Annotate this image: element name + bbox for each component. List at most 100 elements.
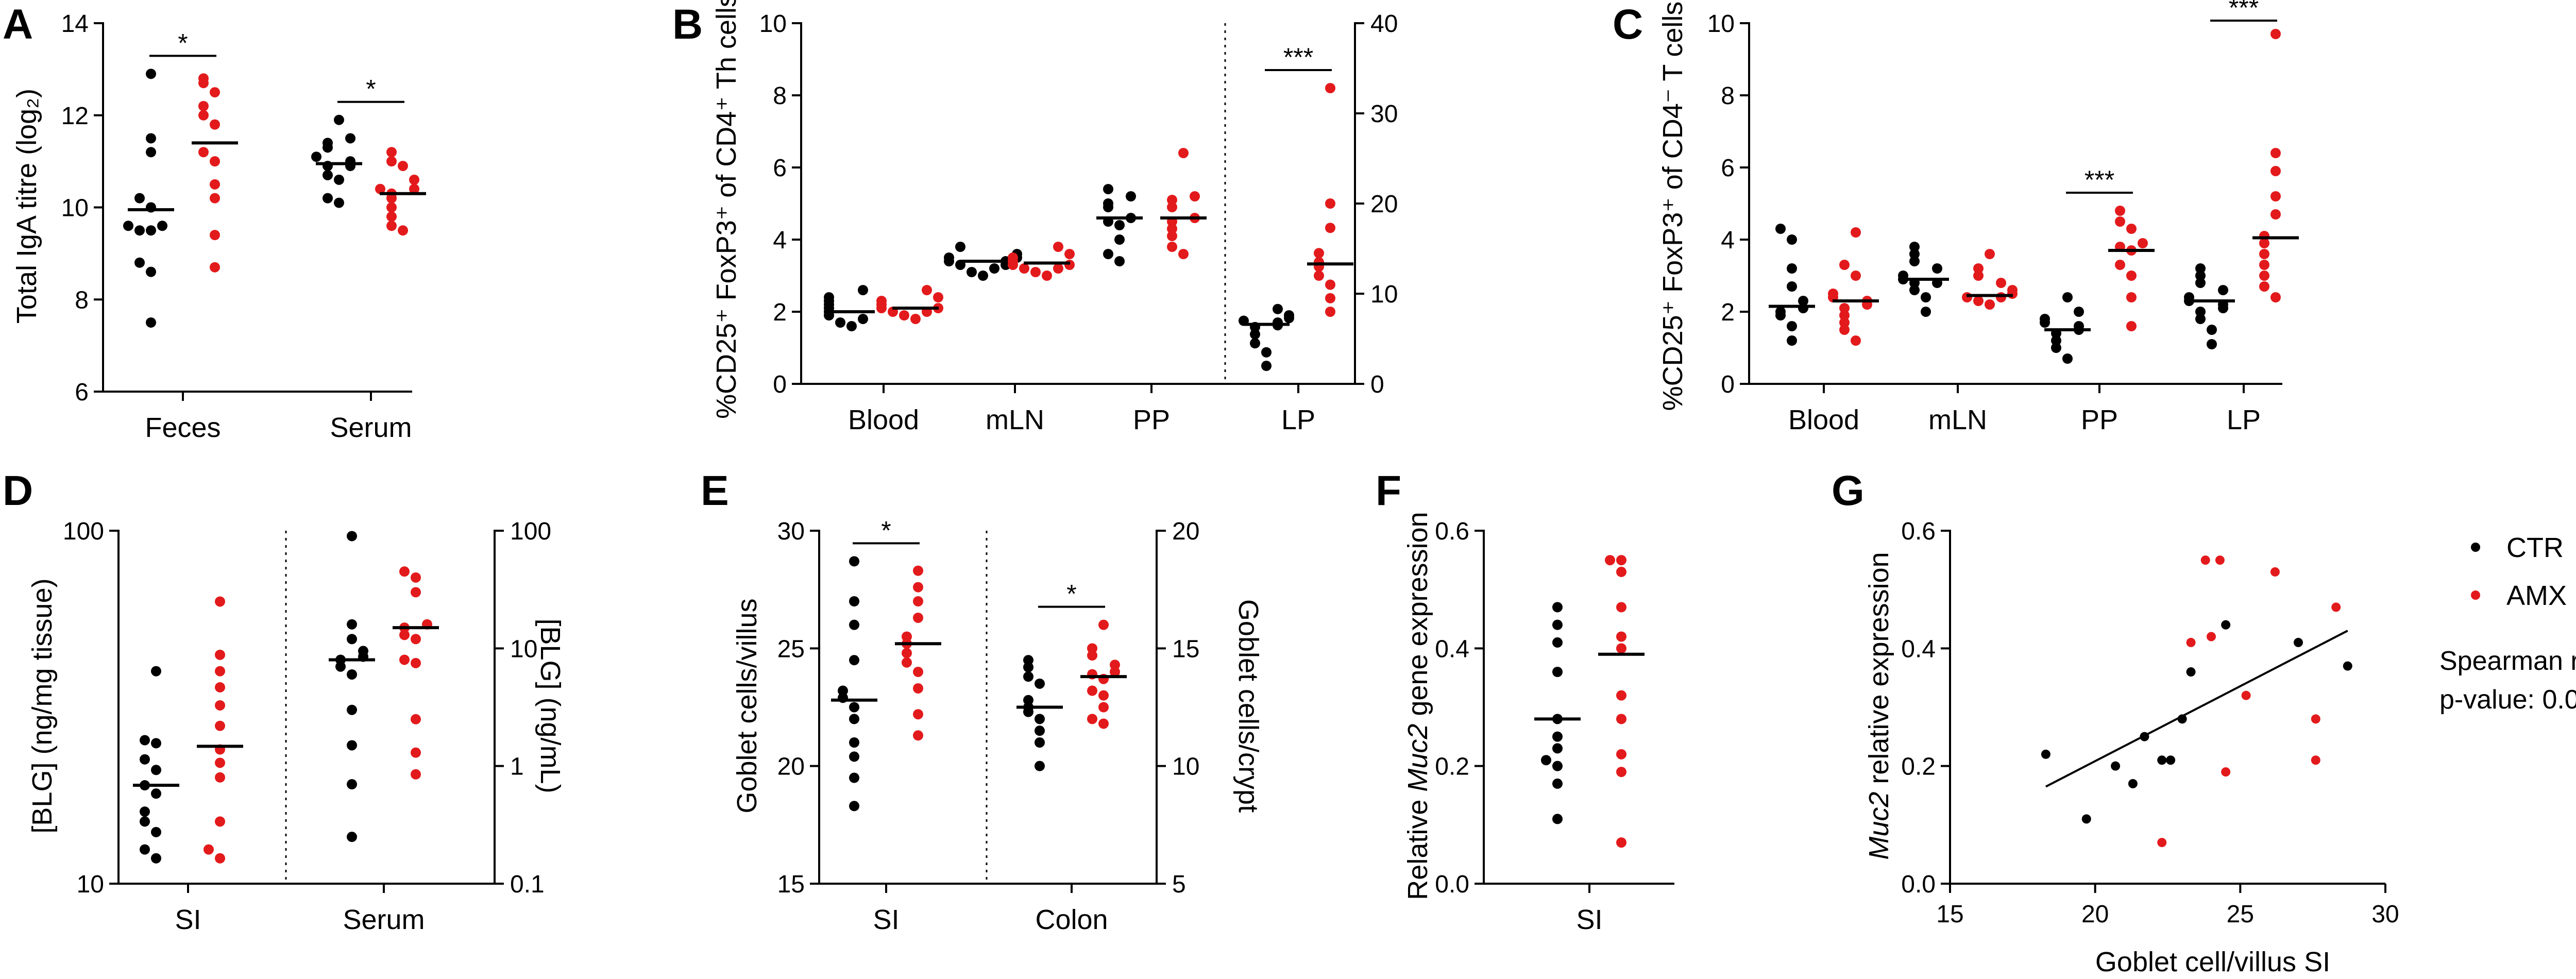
panel-b-point-amx-2-3 bbox=[1167, 224, 1177, 234]
panel-c-point-amx-1-5 bbox=[2007, 285, 2018, 295]
panel-g-regression-line bbox=[2045, 630, 2348, 788]
panel-b-y2tick-label-1: 10 bbox=[1370, 281, 1398, 308]
panel-c-point-amx-1-8 bbox=[1973, 263, 1984, 274]
panel-g-point-amx-2 bbox=[2200, 555, 2210, 565]
panel-c-point-ctr-1-2 bbox=[1909, 285, 1920, 295]
panel-c-point-ctr-3-10 bbox=[2195, 271, 2206, 281]
panel-a-point-ctr-0-3 bbox=[146, 225, 156, 236]
panel-a-category-feces: Feces bbox=[145, 412, 221, 443]
panel-a-ytick-label-3: 12 bbox=[61, 103, 89, 130]
panel-a-ytick-label-1: 8 bbox=[75, 286, 89, 314]
panel-g-xtick-label-0: 15 bbox=[1936, 901, 1963, 928]
panel-f-point-amx-0-8 bbox=[1616, 566, 1626, 577]
panel-d-point-ctr-1-3 bbox=[347, 704, 357, 715]
panel-d-point-ctr-0-0 bbox=[151, 853, 161, 864]
panel-f-point-ctr-0-1 bbox=[1552, 778, 1563, 789]
panel-a-point-ctr-1-9 bbox=[323, 138, 333, 148]
panel-e-sig-label-0: * bbox=[881, 516, 891, 545]
panel-g-ylabel: Muc2 relative expression bbox=[1863, 552, 1894, 859]
panel-a-point-ctr-0-9 bbox=[146, 147, 156, 158]
panel-e-point-ctr-0-1 bbox=[849, 772, 859, 783]
panel-a-point-amx-1-3 bbox=[386, 202, 397, 213]
panel-f-point-ctr-0-4 bbox=[1552, 743, 1563, 754]
panel-b-point-amx-0-8 bbox=[933, 292, 943, 302]
panel-b-point-amx-1-2 bbox=[1053, 263, 1063, 274]
panel-c-point-amx-0-8 bbox=[1828, 289, 1838, 299]
panel-g-point-amx-6 bbox=[2241, 690, 2251, 700]
panel-b-category-mln: mLN bbox=[986, 404, 1044, 435]
panel-f-ytick-label-0: 0.0 bbox=[1435, 871, 1469, 898]
panel-c-point-amx-3-4 bbox=[2259, 249, 2269, 259]
panel-e-point-ctr-1-7 bbox=[1035, 678, 1045, 689]
panel-g-xlabel: Goblet cell/villus SI bbox=[2095, 947, 2330, 977]
panel-b-ytick-label-5: 10 bbox=[759, 10, 787, 38]
panel-g-point-ctr-4 bbox=[2140, 732, 2149, 741]
panel-f-category-si: SI bbox=[1576, 904, 1602, 935]
panel-e-point-amx-1-0 bbox=[1098, 718, 1109, 729]
panel-a-point-amx-0-7 bbox=[198, 110, 209, 121]
panel-b-y2tick-label-4: 40 bbox=[1370, 10, 1398, 38]
panel-a-point-ctr-0-0 bbox=[146, 317, 156, 328]
panel-c-point-amx-1-7 bbox=[1973, 271, 1984, 281]
panel-d-point-ctr-0-5 bbox=[151, 788, 161, 799]
panel-g-point-ctr-6 bbox=[2166, 755, 2176, 765]
panel-e-point-amx-1-4 bbox=[1087, 685, 1097, 696]
panel-c-point-ctr-0-7 bbox=[1787, 263, 1797, 274]
panel-b-point-ctr-3-9 bbox=[1284, 310, 1294, 320]
panel-g-point-ctr-2 bbox=[2111, 761, 2121, 771]
panel-d-y2tick-label-2: 10 bbox=[510, 635, 537, 663]
panel-b-point-ctr-1-0 bbox=[978, 271, 988, 281]
panel-d-y2tick-label-0: 0.1 bbox=[510, 871, 545, 898]
panel-b-point-amx-0-7 bbox=[876, 296, 887, 306]
panel-a-point-amx-0-1 bbox=[210, 230, 220, 241]
panel-d-point-ctr-0-1 bbox=[140, 844, 150, 855]
panel-e-point-amx-1-11 bbox=[1098, 619, 1109, 630]
panel-d-point-ctr-1-2 bbox=[347, 740, 357, 751]
panel-g-point-amx-0 bbox=[2157, 838, 2167, 848]
panel-b-category-lp: LP bbox=[1281, 404, 1315, 435]
panel-d-point-amx-0-0 bbox=[215, 853, 225, 864]
panel-a-point-amx-1-2 bbox=[386, 211, 397, 222]
legend-amx-label: AMX bbox=[2506, 580, 2567, 611]
panel-c-point-amx-0-11 bbox=[1851, 227, 1861, 238]
panel-a-point-amx-1-1 bbox=[386, 221, 397, 231]
panel-c-point-ctr-3-1 bbox=[2207, 325, 2217, 335]
panel-d-point-amx-0-7 bbox=[215, 700, 225, 711]
panel-c-point-ctr-0-3 bbox=[1775, 307, 1786, 317]
panel-label-d: D bbox=[3, 467, 33, 514]
panel-d-point-amx-1-2 bbox=[411, 714, 421, 724]
panel-d-point-ctr-1-1 bbox=[347, 779, 357, 790]
panel-c-point-amx-2-2 bbox=[2126, 271, 2137, 281]
panel-b-y2tick-label-0: 0 bbox=[1370, 371, 1384, 398]
panel-a-point-ctr-1-7 bbox=[311, 151, 321, 162]
panel-e-point-ctr-1-1 bbox=[1035, 737, 1045, 748]
panel-label-a: A bbox=[3, 1, 33, 48]
panel-f-ylabel-part1: Relative bbox=[1402, 792, 1433, 900]
panel-c-point-ctr-0-1 bbox=[1787, 321, 1797, 331]
panel-c-ytick-label-4: 8 bbox=[1721, 82, 1735, 110]
panel-e-point-amx-0-4 bbox=[902, 657, 912, 668]
panel-b-point-ctr-3-2 bbox=[1250, 338, 1260, 349]
panel-c-point-amx-3-7 bbox=[2270, 209, 2281, 220]
panel-e-point-ctr-1-2 bbox=[1035, 725, 1045, 736]
panel-f-point-ctr-0-10 bbox=[1552, 602, 1563, 613]
panel-b-point-amx-1-7 bbox=[1008, 252, 1018, 263]
panel-d-point-amx-0-1 bbox=[204, 844, 214, 855]
panel-b-point-ctr-0-2 bbox=[858, 314, 868, 324]
panel-a-point-amx-1-0 bbox=[398, 225, 408, 236]
panel-e-point-amx-1-9 bbox=[1087, 650, 1097, 661]
p-value-text: p-value: 0.0076 ** bbox=[2439, 685, 2576, 715]
panel-e-y2tick-label-1: 10 bbox=[1172, 753, 1199, 781]
panel-c-point-ctr-0-8 bbox=[1787, 234, 1797, 245]
panel-c-point-ctr-2-7 bbox=[2040, 314, 2050, 324]
panel-c-point-ctr-0-5 bbox=[1798, 296, 1808, 306]
panel-f-point-amx-0-2 bbox=[1616, 749, 1626, 759]
panel-c-point-ctr-3-11 bbox=[2195, 263, 2206, 274]
panel-b-point-amx-2-0 bbox=[1178, 249, 1189, 259]
panel-c-point-amx-0-2 bbox=[1839, 317, 1850, 328]
panel-b-ytick-label-1: 2 bbox=[773, 299, 787, 326]
panel-b-point-ctr-0-0 bbox=[846, 321, 857, 331]
panel-e-y2tick-label-0: 5 bbox=[1172, 871, 1186, 898]
panel-a-point-ctr-1-0 bbox=[334, 197, 344, 208]
panel-c-point-amx-3-1 bbox=[2259, 281, 2269, 292]
